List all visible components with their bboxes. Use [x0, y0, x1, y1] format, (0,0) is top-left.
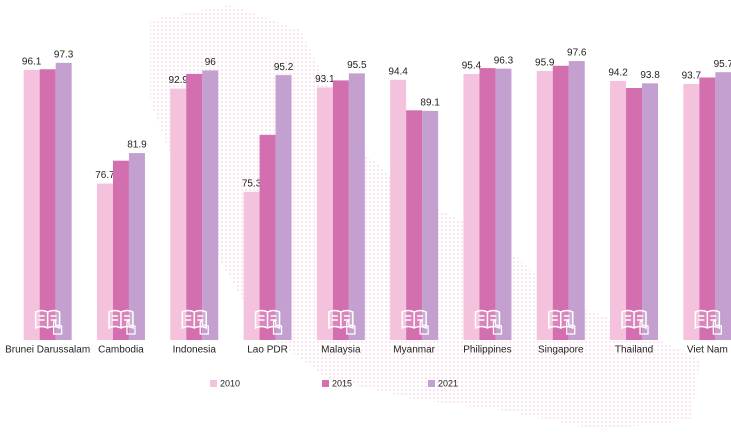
- bar: [715, 72, 731, 340]
- bar: [202, 70, 219, 340]
- x-tick-label: Singapore: [538, 345, 584, 356]
- value-label: 95.9: [535, 58, 555, 69]
- bar: [112, 160, 129, 340]
- value-label: 81.9: [127, 140, 147, 151]
- bar: [390, 79, 407, 340]
- bar: [463, 73, 480, 341]
- bar: [642, 83, 659, 340]
- bar: [259, 134, 276, 340]
- hand-icon: [199, 318, 209, 335]
- value-label: 89.1: [420, 98, 440, 109]
- bar: [536, 71, 553, 340]
- bar: [275, 75, 292, 341]
- value-label: 93.1: [315, 74, 335, 85]
- bar: [495, 68, 512, 340]
- bar: [348, 73, 365, 341]
- value-label: 95.7: [714, 59, 731, 70]
- legend-swatch: [210, 380, 217, 387]
- hand-icon: [126, 318, 136, 335]
- bar: [332, 80, 349, 340]
- x-tick-label: Thailand: [615, 345, 653, 356]
- value-label: 97.3: [54, 49, 74, 60]
- value-label: 96.3: [494, 55, 514, 66]
- bar: [170, 88, 187, 340]
- value-label: 95.4: [462, 61, 482, 72]
- bar: [316, 87, 333, 341]
- value-label: 94.2: [608, 68, 628, 79]
- bar: [568, 61, 585, 341]
- legend-swatch: [322, 380, 329, 387]
- bar: [55, 62, 72, 341]
- hand-icon: [712, 318, 722, 335]
- value-label: 97.6: [567, 48, 587, 59]
- bar: [683, 83, 700, 340]
- value-label: 96: [205, 57, 217, 68]
- bar: [422, 110, 439, 341]
- bar: [39, 69, 56, 340]
- hand-icon: [53, 318, 63, 335]
- legend-label: 2010: [220, 378, 240, 388]
- x-tick-label: Brunei Darussalam: [5, 345, 90, 356]
- bar: [479, 68, 496, 340]
- legend-label: 2015: [332, 378, 352, 388]
- x-tick-label: Cambodia: [98, 345, 144, 356]
- bar: [186, 73, 203, 341]
- x-tick-label: Philippines: [463, 345, 511, 356]
- value-label: 95.5: [347, 60, 367, 71]
- bar: [699, 77, 716, 341]
- bar: [23, 69, 40, 340]
- hand-icon: [419, 318, 429, 335]
- x-tick-label: Indonesia: [173, 345, 217, 356]
- value-label: 93.7: [682, 71, 702, 82]
- x-tick-label: Malaysia: [321, 345, 361, 356]
- value-label: 96.1: [22, 56, 42, 67]
- bar: [626, 88, 643, 341]
- x-tick-label: Lao PDR: [247, 345, 288, 356]
- hand-icon: [492, 318, 503, 335]
- legend-label: 2021: [438, 378, 458, 388]
- hand-icon: [346, 318, 356, 335]
- bar: [243, 191, 260, 340]
- value-label: 95.2: [274, 62, 294, 73]
- value-label: 93.8: [640, 70, 660, 81]
- bar: [96, 183, 113, 340]
- value-label: 94.4: [388, 66, 408, 77]
- x-tick-label: Myanmar: [393, 345, 435, 356]
- x-tick-label: Viet Nam: [687, 345, 728, 356]
- hand-icon: [566, 318, 576, 335]
- legend-swatch: [428, 380, 435, 387]
- value-label: 75.3: [242, 178, 262, 189]
- bar: [552, 65, 569, 340]
- value-label: 76.7: [95, 170, 115, 181]
- hand-icon: [272, 318, 283, 335]
- value-label: 92.9: [169, 75, 189, 86]
- bar: [610, 80, 627, 340]
- bar: [406, 110, 423, 341]
- hand-icon: [639, 318, 649, 335]
- bar: [128, 153, 145, 340]
